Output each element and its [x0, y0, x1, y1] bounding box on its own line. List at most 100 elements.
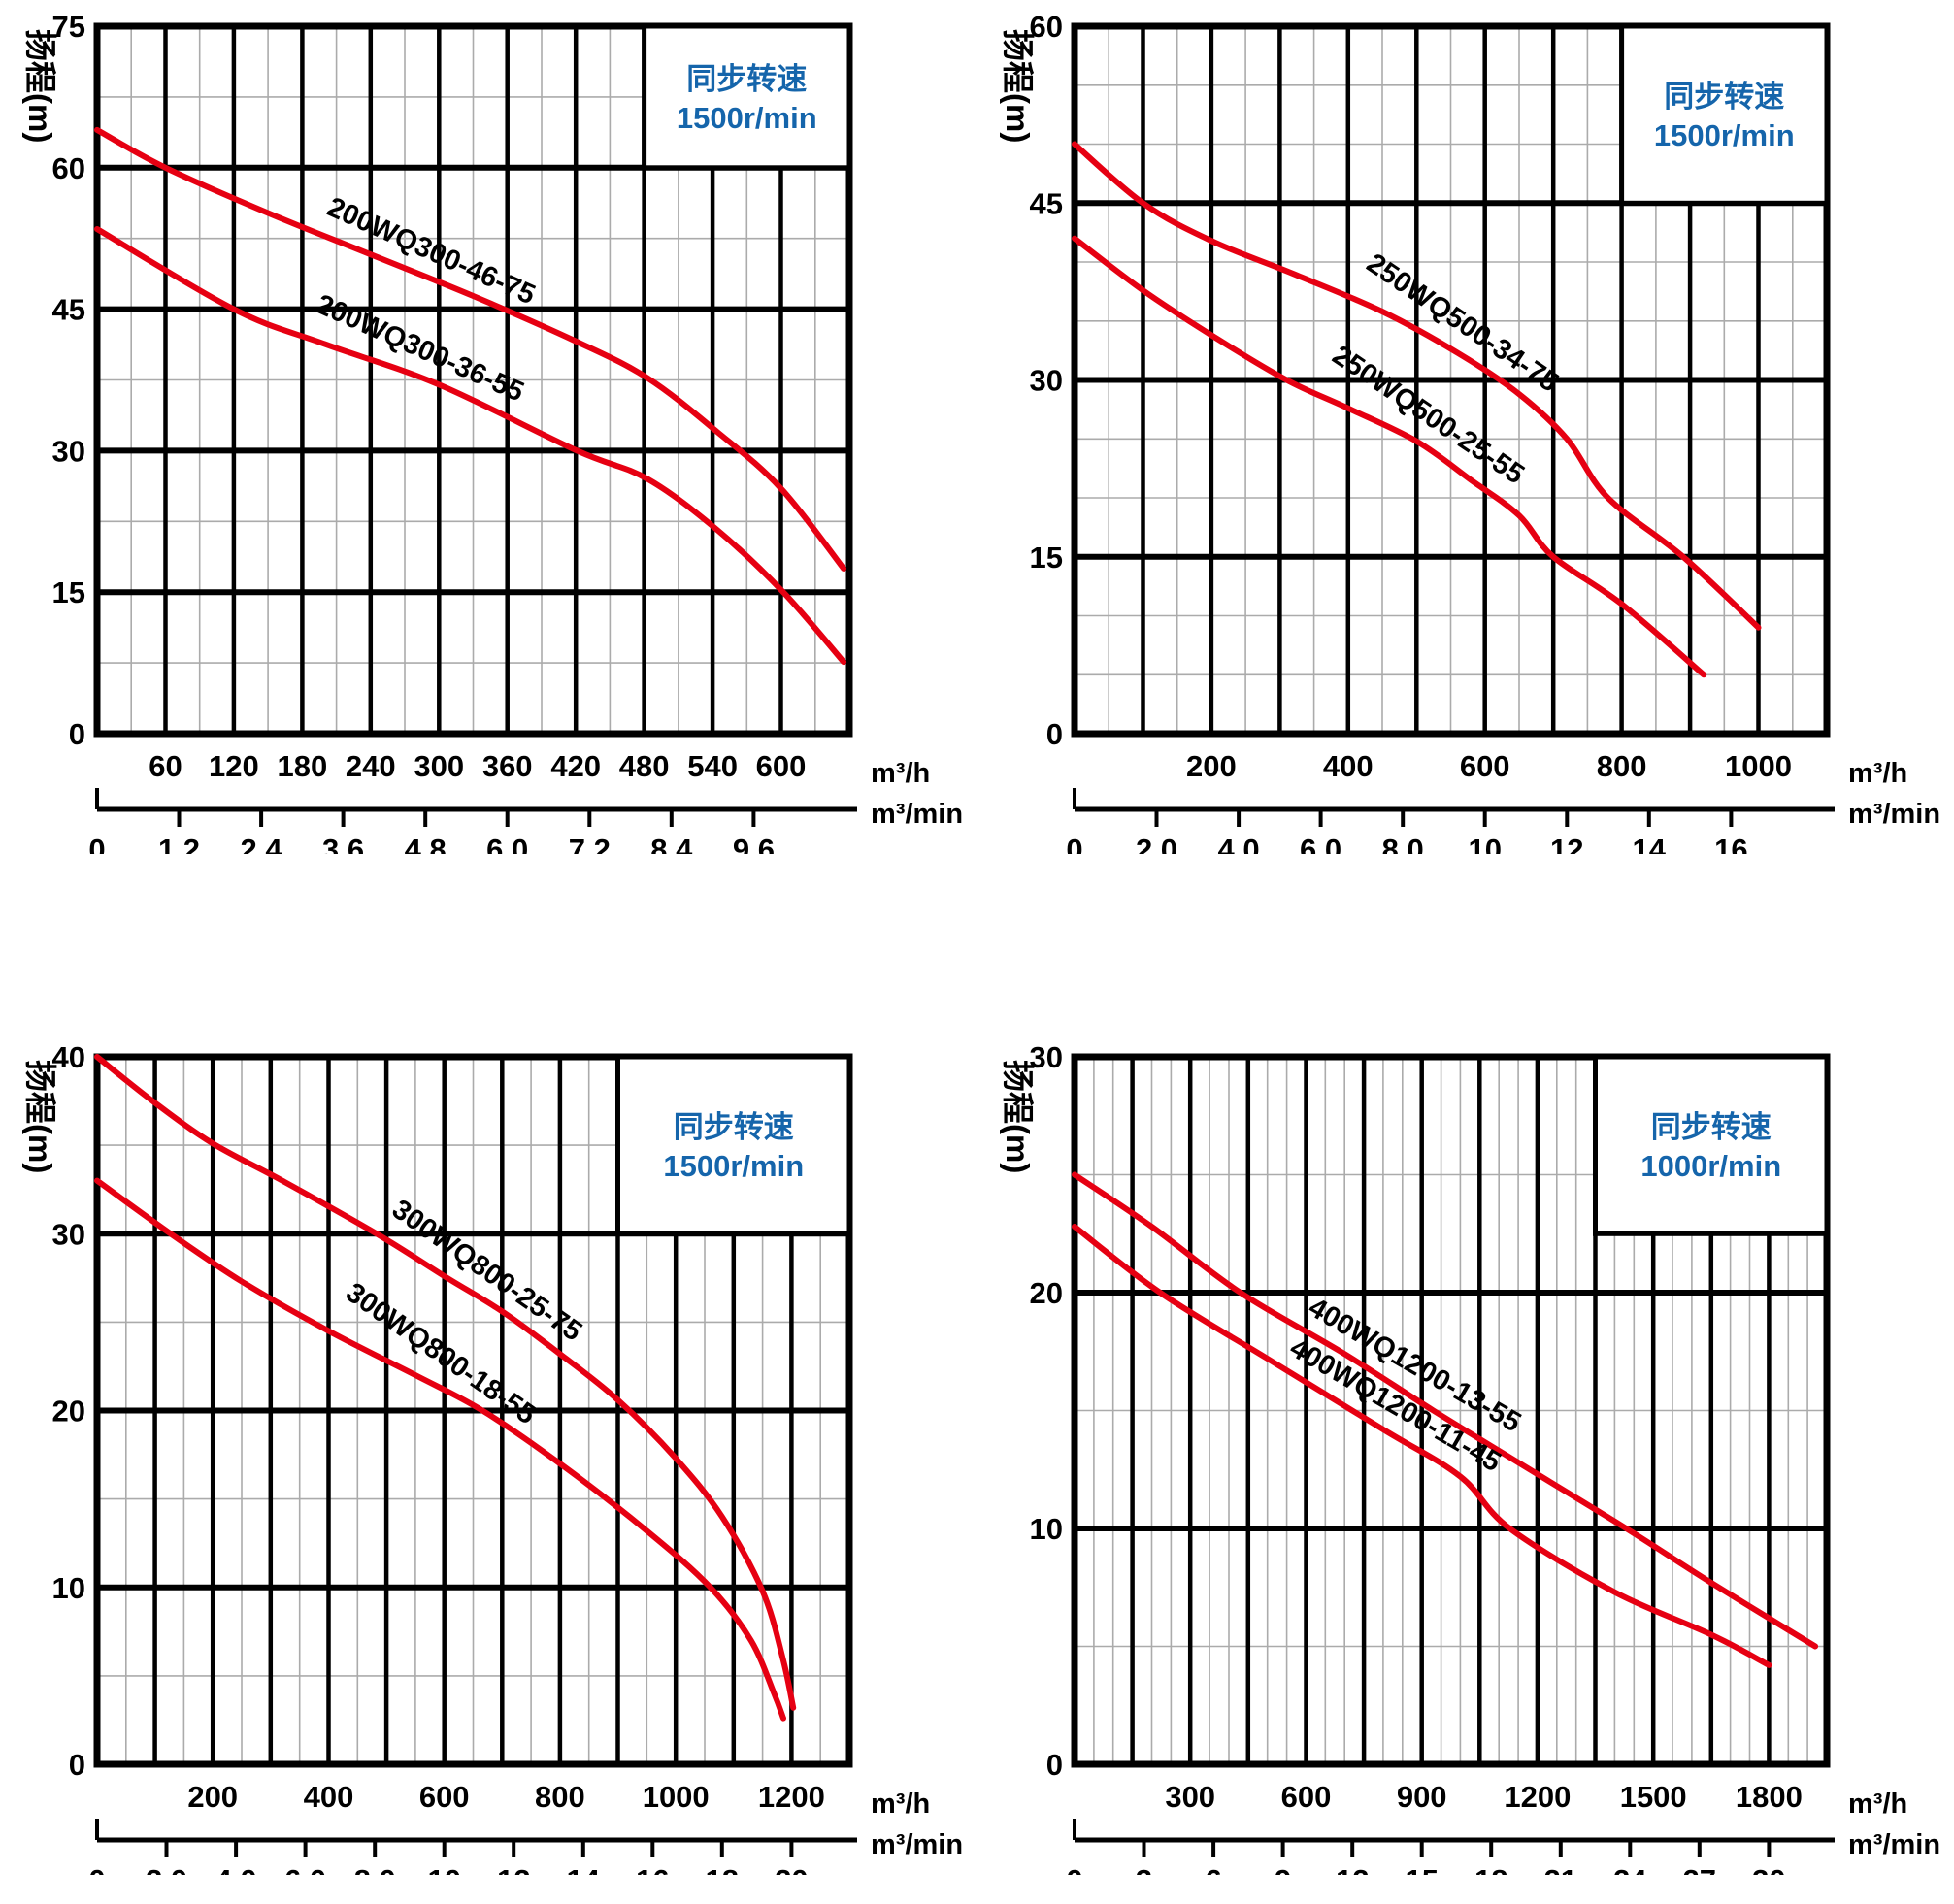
pump-curve-chart-3: 同步转速1500r/min300WQ800-25-75300WQ800-18-5… [22, 1040, 963, 1875]
svg-text:1000: 1000 [643, 1780, 710, 1814]
svg-text:16: 16 [636, 1863, 669, 1875]
svg-text:m³/h: m³/h [871, 1789, 930, 1820]
pump-curve-panel-3: 同步转速 1500r/min 300WQ800-25-75 300WQ800-18-5… [0, 1031, 977, 1904]
svg-text:同步转速: 同步转速 [674, 1110, 794, 1144]
svg-text:0: 0 [1046, 1748, 1063, 1782]
pump-curve-panel-1: 同步转速 1500r/min 200WQ300-46-75 200WQ300-36-5… [0, 0, 977, 873]
svg-text:6.0: 6.0 [1300, 833, 1341, 854]
svg-text:m³/min: m³/min [1848, 799, 1940, 830]
svg-text:14: 14 [567, 1863, 601, 1875]
svg-text:20: 20 [1030, 1276, 1063, 1310]
svg-text:600: 600 [1281, 1780, 1332, 1814]
svg-text:1500r/min: 1500r/min [677, 101, 817, 135]
svg-text:18: 18 [1474, 1863, 1507, 1875]
svg-text:8.4: 8.4 [650, 833, 693, 854]
svg-text:15: 15 [52, 575, 85, 609]
svg-text:1.2: 1.2 [158, 833, 200, 854]
svg-text:420: 420 [550, 749, 601, 783]
svg-text:1000: 1000 [1725, 749, 1792, 783]
svg-text:2.4: 2.4 [241, 833, 283, 854]
svg-text:75: 75 [52, 10, 85, 44]
svg-text:600: 600 [756, 749, 807, 783]
svg-text:20: 20 [52, 1395, 85, 1428]
svg-text:400: 400 [1323, 749, 1374, 783]
svg-text:同步转速: 同步转速 [1651, 1110, 1772, 1144]
svg-text:360: 360 [482, 749, 533, 783]
svg-text:4.0: 4.0 [215, 1863, 257, 1875]
svg-text:1500: 1500 [1620, 1780, 1687, 1814]
svg-text:3.6: 3.6 [322, 833, 364, 854]
svg-text:0: 0 [1066, 1863, 1082, 1875]
svg-text:m³/min: m³/min [871, 799, 963, 830]
svg-text:400: 400 [304, 1780, 354, 1814]
svg-text:30: 30 [1752, 1863, 1785, 1875]
svg-text:21: 21 [1544, 1863, 1577, 1875]
svg-text:15: 15 [1030, 541, 1063, 574]
svg-text:m³/min: m³/min [1848, 1829, 1940, 1860]
svg-text:600: 600 [419, 1780, 470, 1814]
svg-text:30: 30 [52, 1217, 85, 1251]
svg-text:0: 0 [88, 1863, 105, 1875]
svg-text:16: 16 [1714, 833, 1747, 854]
svg-text:20: 20 [775, 1863, 808, 1875]
svg-text:15: 15 [1405, 1863, 1438, 1875]
svg-text:1200: 1200 [1504, 1780, 1571, 1814]
svg-text:0: 0 [88, 833, 105, 854]
svg-text:2.0: 2.0 [146, 1863, 187, 1875]
svg-text:30: 30 [52, 434, 85, 468]
svg-text:60: 60 [52, 151, 85, 185]
svg-text:30: 30 [1030, 1040, 1063, 1074]
svg-text:同步转速: 同步转速 [686, 62, 807, 96]
svg-text:m³/min: m³/min [871, 1829, 963, 1860]
svg-text:2.0: 2.0 [1136, 833, 1177, 854]
svg-text:200: 200 [187, 1780, 238, 1814]
svg-text:12: 12 [1336, 1863, 1369, 1875]
svg-text:1800: 1800 [1736, 1780, 1803, 1814]
pump-curve-panel-4: 同步转速 1000r/min 400WQ1200-13-55 400WQ1200-11… [977, 1031, 1954, 1904]
svg-text:8.0: 8.0 [1382, 833, 1424, 854]
pump-curve-chart-1: 同步转速1500r/min200WQ300-46-75200WQ300-36-5… [22, 10, 963, 854]
svg-text:300: 300 [1165, 1780, 1215, 1814]
svg-text:18: 18 [706, 1863, 739, 1875]
svg-text:1200: 1200 [758, 1780, 825, 1814]
svg-text:200: 200 [1186, 749, 1237, 783]
svg-text:7.2: 7.2 [569, 833, 611, 854]
svg-text:10: 10 [52, 1571, 85, 1605]
svg-text:600: 600 [1460, 749, 1510, 783]
svg-text:同步转速: 同步转速 [1664, 80, 1784, 114]
svg-text:60: 60 [149, 749, 182, 783]
svg-text:m³/h: m³/h [1848, 1789, 1907, 1820]
svg-text:3: 3 [1136, 1863, 1152, 1875]
svg-text:0: 0 [69, 717, 85, 751]
svg-text:4.8: 4.8 [405, 833, 447, 854]
svg-text:800: 800 [1597, 749, 1647, 783]
svg-text:12: 12 [1550, 833, 1583, 854]
svg-text:6.0: 6.0 [284, 1863, 326, 1875]
svg-text:10: 10 [1468, 833, 1501, 854]
svg-text:800: 800 [535, 1780, 585, 1814]
svg-text:900: 900 [1397, 1780, 1447, 1814]
svg-text:24: 24 [1613, 1863, 1647, 1875]
svg-text:0: 0 [1066, 833, 1082, 854]
svg-text:m³/h: m³/h [871, 758, 930, 789]
svg-text:10: 10 [427, 1863, 460, 1875]
svg-text:12: 12 [497, 1863, 530, 1875]
svg-text:扬程(m): 扬程(m) [1000, 1060, 1036, 1173]
svg-text:扬程(m): 扬程(m) [22, 1060, 58, 1173]
svg-text:1500r/min: 1500r/min [663, 1149, 804, 1183]
svg-text:9: 9 [1275, 1863, 1291, 1875]
svg-text:27: 27 [1683, 1863, 1716, 1875]
svg-text:6: 6 [1205, 1863, 1221, 1875]
svg-text:1500r/min: 1500r/min [1654, 118, 1795, 152]
svg-text:扬程(m): 扬程(m) [1000, 29, 1036, 143]
svg-text:10: 10 [1030, 1512, 1063, 1546]
svg-text:300: 300 [414, 749, 464, 783]
svg-text:120: 120 [209, 749, 259, 783]
svg-text:6.0: 6.0 [486, 833, 528, 854]
svg-text:8.0: 8.0 [354, 1863, 396, 1875]
svg-text:40: 40 [52, 1040, 85, 1074]
pump-curve-chart-2: 同步转速1500r/min250WQ500-34-75250WQ500-25-5… [1000, 10, 1940, 854]
svg-text:4.0: 4.0 [1218, 833, 1260, 854]
svg-text:45: 45 [52, 293, 85, 327]
svg-text:540: 540 [687, 749, 738, 783]
